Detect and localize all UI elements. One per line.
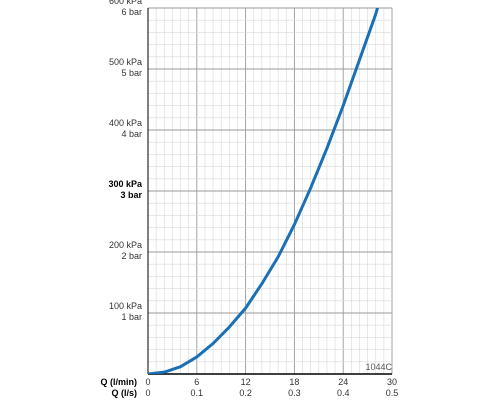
x-tick-label-ls: 0.3 [288,388,301,398]
y-tick-label-bar: 1 bar [121,312,142,322]
chart-code-label: 1044C [365,362,392,372]
y-tick-label-bar: 4 bar [121,129,142,139]
x-tick-label-lmin: 18 [289,377,299,387]
x-axis-title-ls: Q (l/s) [111,388,137,398]
chart-series [148,8,380,374]
x-tick-label-lmin: 24 [338,377,348,387]
y-tick-label-kpa: 400 kPa [109,118,142,128]
y-tick-label-kpa: 100 kPa [109,301,142,311]
x-axis-title-lmin: Q (l/min) [101,377,138,387]
pressure-curve-line [148,8,380,374]
x-tick-label-lmin: 0 [145,377,150,387]
x-tick-label-ls: 0 [145,388,150,398]
x-tick-label-lmin: 6 [194,377,199,387]
chart-axes [147,8,392,375]
x-tick-label-ls: 0.4 [337,388,350,398]
x-tick-label-ls: 0.1 [191,388,204,398]
y-tick-label-kpa: 200 kPa [109,240,142,250]
x-tick-label-lmin: 12 [241,377,251,387]
x-tick-labels: Q (l/min) 0 6 12 18 24 30 Q (l/s) 0 0.1 0.2 0.3 0.4 0… [101,377,399,398]
y-tick-label-kpa: 500 kPa [109,57,142,67]
y-tick-label-bar: 3 bar [120,190,142,200]
y-tick-label-bar: 2 bar [121,251,142,261]
y-tick-label-kpa: 300 kPa [108,179,143,189]
chart-grid [147,7,393,375]
x-tick-label-ls: 0.2 [239,388,252,398]
y-tick-label-kpa: 600 kPa [109,0,142,6]
y-tick-label-bar: 6 bar [121,7,142,17]
y-tick-label-bar: 5 bar [121,68,142,78]
x-tick-label-ls: 0.5 [386,388,399,398]
x-tick-label-lmin: 30 [387,377,397,387]
